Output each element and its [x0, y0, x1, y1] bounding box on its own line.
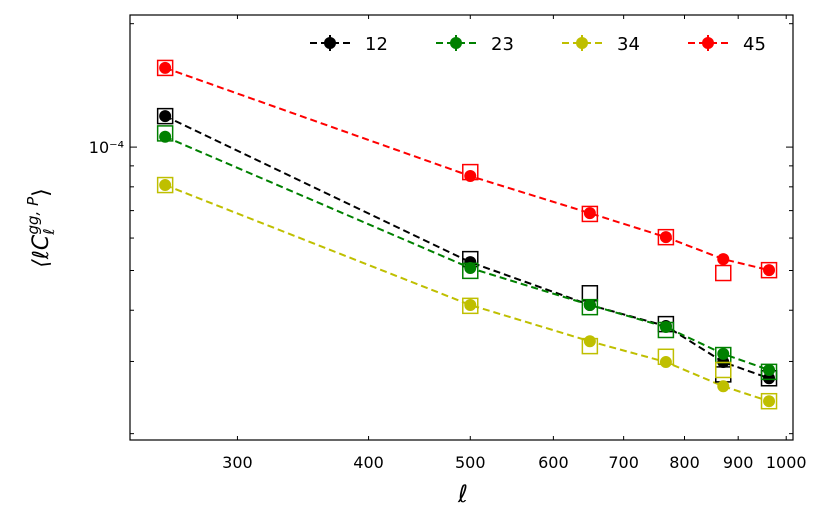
series-line [164, 66, 770, 272]
square-point [462, 297, 479, 315]
point [159, 110, 172, 123]
square-point [657, 348, 675, 366]
point [583, 207, 596, 220]
square-point [581, 205, 599, 223]
point [159, 179, 172, 192]
x-tick-label: 300 [222, 453, 253, 472]
square-point [760, 261, 778, 279]
x-tick-label: 600 [538, 453, 569, 472]
point [763, 264, 776, 277]
legend-marker [702, 37, 714, 49]
point [659, 321, 672, 334]
series-line [164, 115, 770, 380]
legend-marker [576, 37, 588, 49]
square-point [760, 363, 778, 381]
legend-label: 23 [491, 34, 514, 55]
series-line [164, 184, 770, 403]
plot-frame [129, 14, 794, 441]
y-axis-label: ⟨ℓCℓgg, P⟩ [24, 188, 58, 267]
x-axis-label: ℓ [457, 480, 468, 508]
square-point [657, 321, 675, 339]
x-tick-label: 700 [608, 453, 639, 472]
square-point [715, 366, 732, 383]
point [583, 298, 596, 311]
x-tick-label: 1000 [766, 453, 807, 472]
point [717, 380, 730, 393]
legend-label: 45 [743, 34, 766, 55]
square-point [156, 125, 174, 142]
x-tick-label: 800 [669, 453, 700, 472]
point [464, 298, 477, 311]
point [763, 395, 776, 408]
point [717, 347, 730, 360]
square-point [156, 107, 174, 125]
square-point [715, 264, 732, 282]
point [159, 61, 172, 74]
y-label-main: ⟨ℓC [29, 234, 54, 268]
legend-marker [450, 37, 462, 49]
legend-label: 12 [365, 34, 388, 55]
x-tick-label: 900 [723, 453, 754, 472]
y-label-sup: gg, P [24, 196, 42, 235]
square-point [156, 176, 174, 194]
point [717, 253, 730, 266]
y-tick-label: 10⁻⁴ [89, 138, 124, 157]
square-point [156, 59, 174, 77]
square-point [462, 163, 479, 181]
point [763, 372, 776, 385]
point [659, 231, 672, 244]
y-label-sub: ℓ [40, 228, 58, 235]
legend-label: 34 [617, 34, 640, 55]
square-point [657, 228, 675, 246]
square-point [581, 337, 599, 355]
point [159, 130, 172, 143]
point [763, 363, 776, 376]
point [464, 262, 477, 275]
square-point [715, 361, 732, 379]
square-point [760, 392, 778, 410]
square-point [581, 285, 599, 302]
x-tick-label: 500 [455, 453, 486, 472]
point [583, 335, 596, 348]
square-point [581, 298, 599, 316]
square-point [462, 262, 479, 280]
x-tick-label: 400 [353, 453, 384, 472]
legend-marker [324, 37, 336, 49]
y-label-close: ⟩ [29, 188, 54, 197]
point [659, 356, 672, 369]
